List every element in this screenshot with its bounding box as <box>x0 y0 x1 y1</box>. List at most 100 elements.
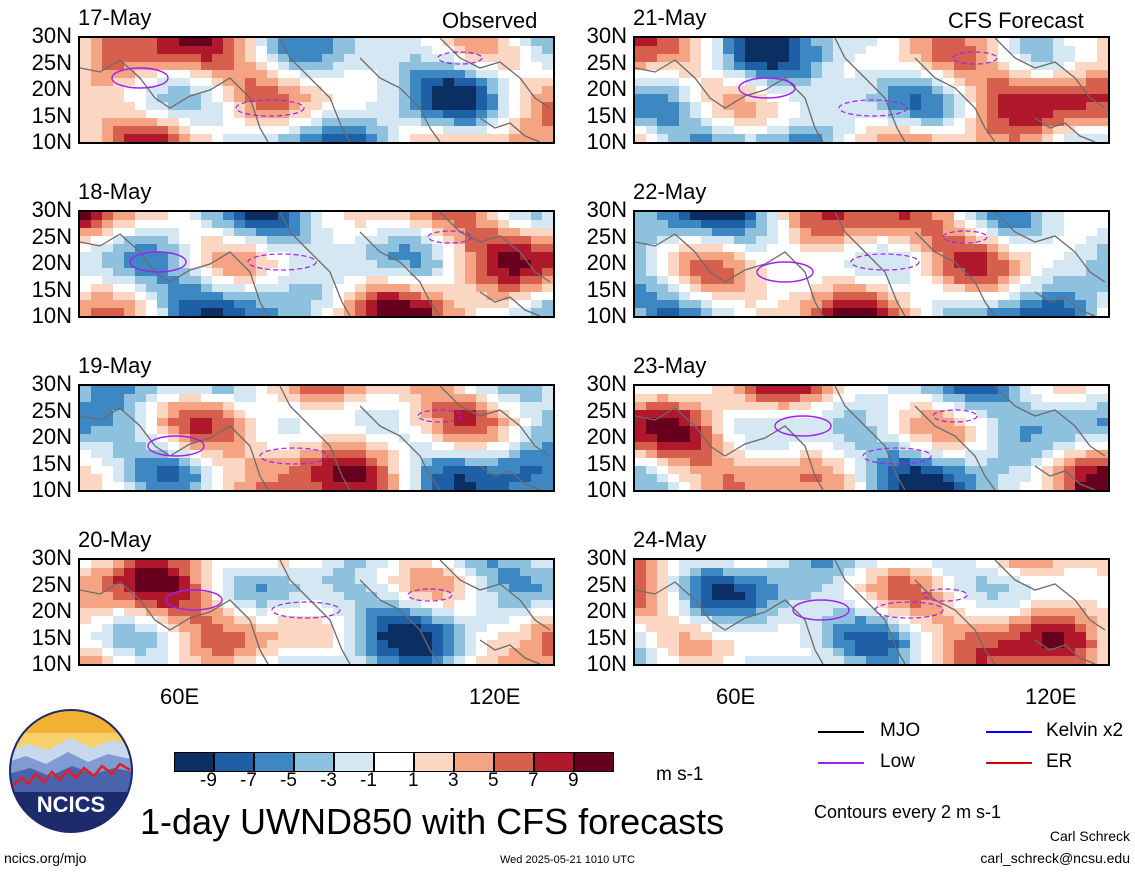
lat-tick: 20N <box>31 598 72 623</box>
colorbar-label: 9 <box>568 770 579 791</box>
panel-date: 18-May <box>78 179 152 204</box>
lon-tick: 120E <box>1025 684 1077 709</box>
panel-date: 20-May <box>78 527 152 552</box>
lat-tick: 20N <box>31 424 72 449</box>
lat-tick: 20N <box>586 424 627 449</box>
legend-label-mjo: MJO <box>880 720 921 741</box>
lat-tick: 10N <box>31 303 72 328</box>
legend-swatch-er <box>986 762 1032 764</box>
panel-date: 22-May <box>633 179 707 204</box>
lat-tick: 25N <box>586 571 627 597</box>
lon-tick: 120E <box>469 684 521 709</box>
lat-tick: 25N <box>31 49 72 75</box>
colorbar-swatch <box>574 752 614 772</box>
legend-swatch-mjo <box>818 731 864 733</box>
colorbar-label: -5 <box>280 770 297 791</box>
colorbar-label: 7 <box>528 770 539 791</box>
colorbar-swatch <box>334 752 374 772</box>
panel-date: 24-May <box>633 527 707 552</box>
lat-tick: 10N <box>586 129 627 154</box>
map-panel-18-may <box>78 210 555 318</box>
lat-tick: 30N <box>586 197 627 222</box>
panel-date: 21-May <box>633 5 707 30</box>
map-panel-21-may <box>633 36 1110 144</box>
author-email[interactable]: carl_schreck@ncsu.edu <box>980 850 1130 866</box>
lat-tick: 20N <box>31 76 72 101</box>
lat-tick: 20N <box>31 250 72 275</box>
lat-tick: 15N <box>586 102 627 128</box>
lat-tick: 30N <box>31 371 72 396</box>
observed-label: Observed <box>442 8 538 33</box>
lat-tick: 30N <box>31 545 72 570</box>
lat-tick: 25N <box>586 223 627 249</box>
lat-tick: 10N <box>586 651 627 676</box>
map-panel-17-may <box>78 36 555 144</box>
legend-label-low: Low <box>880 751 915 772</box>
legend-label-er: ER <box>1046 751 1073 772</box>
lat-tick: 15N <box>586 276 627 302</box>
lat-tick: 30N <box>586 545 627 570</box>
colorbar-label: -3 <box>320 770 337 791</box>
map-panel-24-may <box>633 558 1110 666</box>
lat-tick: 30N <box>586 371 627 396</box>
colorbar-swatch <box>174 752 214 772</box>
colorbar-label: 5 <box>488 770 499 791</box>
colorbar-swatch <box>494 752 534 772</box>
lat-tick: 25N <box>31 397 72 423</box>
lat-tick: 20N <box>586 76 627 101</box>
colorbar-swatch <box>294 752 334 772</box>
lat-tick: 15N <box>31 276 72 302</box>
colorbar-label: 1 <box>408 770 419 791</box>
lat-tick: 25N <box>31 571 72 597</box>
lat-tick: 30N <box>586 23 627 48</box>
lon-tick: 60E <box>716 684 756 709</box>
colorbar-label: -7 <box>240 770 257 791</box>
lat-tick: 10N <box>586 303 627 328</box>
lat-tick: 30N <box>31 23 72 48</box>
lat-tick: 25N <box>586 49 627 75</box>
lat-tick: 20N <box>586 250 627 275</box>
colorbar-label: -1 <box>360 770 377 791</box>
colorbar-units: m s-1 <box>656 764 704 785</box>
colorbar-swatch <box>414 752 454 772</box>
author: Carl Schreck <box>1049 828 1130 844</box>
lat-tick: 30N <box>31 197 72 222</box>
panel-date: 19-May <box>78 353 152 378</box>
cfs-forecast-label: CFS Forecast <box>948 8 1084 33</box>
colorbar-swatch <box>534 752 574 772</box>
map-panel-19-may <box>78 384 555 492</box>
lat-tick: 15N <box>586 624 627 650</box>
timestamp: Wed 2025-05-21 1010 UTC <box>500 854 635 866</box>
map-panel-20-may <box>78 558 555 666</box>
lat-tick: 15N <box>586 450 627 476</box>
legend-swatch-low <box>818 762 864 764</box>
legend-swatch-kelvin <box>986 731 1032 733</box>
map-panel-22-may <box>633 210 1110 318</box>
colorbar-swatch <box>214 752 254 772</box>
source-url[interactable]: ncics.org/mjo <box>4 850 87 866</box>
lat-tick: 15N <box>31 624 72 650</box>
lat-tick: 10N <box>586 477 627 502</box>
colorbar-swatch <box>254 752 294 772</box>
map-panel-23-may <box>633 384 1110 492</box>
lat-tick: 10N <box>31 477 72 502</box>
panel-date: 17-May <box>78 5 152 30</box>
lat-tick: 10N <box>31 129 72 154</box>
lat-tick: 25N <box>586 397 627 423</box>
contour-note: Contours every 2 m s-1 <box>814 802 1002 822</box>
lat-tick: 15N <box>31 450 72 476</box>
lat-tick: 20N <box>586 598 627 623</box>
colorbar-label: -9 <box>200 770 217 791</box>
lat-tick: 10N <box>31 651 72 676</box>
lat-tick: 15N <box>31 102 72 128</box>
lon-tick: 60E <box>160 684 200 709</box>
chart-title: 1-day UWND850 with CFS forecasts <box>140 801 725 842</box>
colorbar-swatch <box>374 752 414 772</box>
logo-text: NCICS <box>36 792 106 817</box>
ncics-logo: NCICS <box>8 708 134 834</box>
panel-date: 23-May <box>633 353 707 378</box>
legend-label-kelvin: Kelvin x2 <box>1046 720 1124 741</box>
colorbar-label: 3 <box>448 770 459 791</box>
colorbar-swatch <box>454 752 494 772</box>
lat-tick: 25N <box>31 223 72 249</box>
